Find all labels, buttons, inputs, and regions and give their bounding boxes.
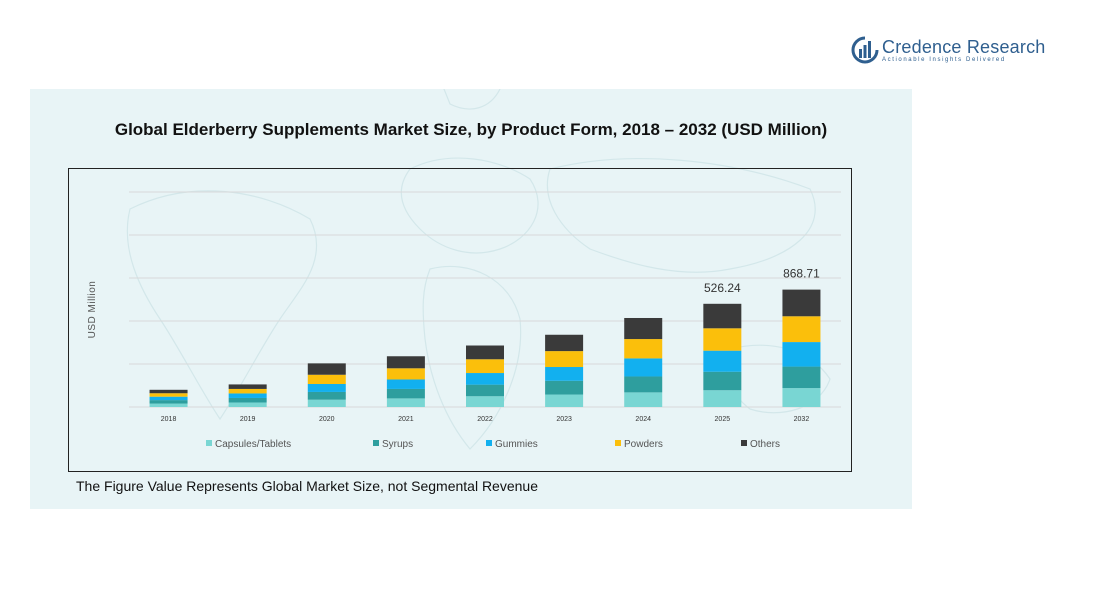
x-tick-label-2018: 2018 (161, 416, 177, 423)
bar-2019-gummies (228, 393, 267, 398)
bar-2023-powders (545, 351, 584, 368)
legend-swatch (373, 440, 379, 446)
bar-2023-others (545, 334, 584, 352)
bar-2023-capsules-tablets (545, 394, 584, 407)
footnote: The Figure Value Represents Global Marke… (76, 478, 538, 494)
bar-2022-powders (466, 359, 504, 374)
legend-label: Powders (624, 439, 663, 450)
bar-2022-capsules-tablets (466, 396, 504, 407)
bar-2023-gummies (545, 367, 584, 381)
x-tick-label-2021: 2021 (398, 416, 414, 423)
bar-2025-syrups (703, 371, 742, 391)
bar-2032-capsules-tablets (782, 388, 821, 407)
bar-2021-others (386, 356, 425, 369)
bar-2018-powders (149, 393, 188, 397)
bar-2019-others (228, 384, 267, 389)
bar-2021-capsules-tablets (386, 398, 425, 407)
x-tick-label-2024: 2024 (635, 416, 651, 423)
legend-item-gummies: Gummies (486, 439, 538, 450)
bar-2018-capsules-tablets (149, 403, 188, 407)
bar-2025-gummies (703, 350, 742, 372)
legend-item-syrups: Syrups (373, 439, 413, 450)
bar-2025-others (703, 303, 742, 329)
bar-2024-gummies (624, 358, 663, 377)
bar-2024-syrups (624, 376, 663, 393)
bar-2019-powders (228, 388, 267, 394)
x-tick-label-2025: 2025 (715, 416, 731, 423)
legend-label: Others (750, 439, 781, 450)
bar-2025-capsules-tablets (703, 390, 742, 407)
bar-2024-capsules-tablets (624, 392, 663, 407)
bar-2018-others (149, 389, 188, 394)
bar-2022-syrups (466, 384, 504, 397)
brand-name: Credence Research (882, 37, 1046, 57)
bar-2022-gummies (466, 373, 504, 385)
x-tick-label-2019: 2019 (240, 416, 256, 423)
bar-2024-others (624, 317, 663, 340)
bar-2020-gummies (307, 383, 346, 392)
bar-2021-syrups (386, 388, 425, 399)
legend-swatch (615, 440, 621, 446)
bar-2020-syrups (307, 391, 346, 400)
brand-tagline: Actionable Insights Delivered (882, 57, 1006, 63)
legend-swatch (206, 440, 212, 446)
bar-2019-syrups (228, 397, 267, 403)
bar-2032-gummies (782, 342, 821, 367)
bar-2018-gummies (149, 396, 188, 401)
bar-2024-powders (624, 339, 663, 359)
brand-logo: Credence Research Actionable Insights De… (851, 36, 1051, 68)
legend-label: Syrups (382, 439, 414, 450)
bar-2032-syrups (782, 366, 821, 389)
legend-label: Capsules/Tablets (215, 439, 292, 450)
bar-2025-powders (703, 328, 742, 351)
bar-2022-others (466, 345, 504, 360)
chart-svg: USD Million 2018 2019 2020 2021 2022 2023 2024 2… (87, 191, 841, 423)
chart-panel: Global Elderberry Supplements Market Siz… (30, 89, 912, 509)
legend-swatch (741, 440, 747, 446)
data-label-2025: 526.24 (704, 281, 741, 295)
legend-label: Gummies (495, 439, 538, 450)
bar-2020-others (307, 363, 346, 375)
bar-2021-gummies (386, 379, 425, 389)
x-tick-label-2032: 2032 (794, 416, 810, 423)
legend-swatch (486, 440, 492, 446)
credence-logo-icon (851, 36, 879, 64)
data-label-2032: 868.71 (783, 267, 820, 281)
bar-2023-syrups (545, 380, 584, 395)
legend-item-others: Others (741, 439, 780, 450)
plot-area: USD Million 2018 2019 2020 2021 2022 2023 2024 2… (68, 168, 852, 472)
legend-item-capsules-tablets: Capsules/Tablets (206, 439, 291, 450)
legend-item-powders: Powders (615, 439, 663, 450)
bar-2032-powders (782, 316, 821, 343)
bar-2019-capsules-tablets (228, 402, 267, 407)
bar-2018-syrups (149, 400, 188, 404)
x-tick-label-2020: 2020 (319, 416, 335, 423)
bar-2032-others (782, 289, 821, 317)
x-tick-label-2022: 2022 (477, 416, 493, 423)
bar-2020-capsules-tablets (307, 399, 346, 407)
chart-title: Global Elderberry Supplements Market Siz… (114, 120, 828, 139)
bar-2021-powders (386, 368, 425, 380)
y-axis-label: USD Million (87, 281, 98, 339)
bar-2020-powders (307, 374, 346, 384)
x-tick-label-2023: 2023 (556, 416, 572, 423)
